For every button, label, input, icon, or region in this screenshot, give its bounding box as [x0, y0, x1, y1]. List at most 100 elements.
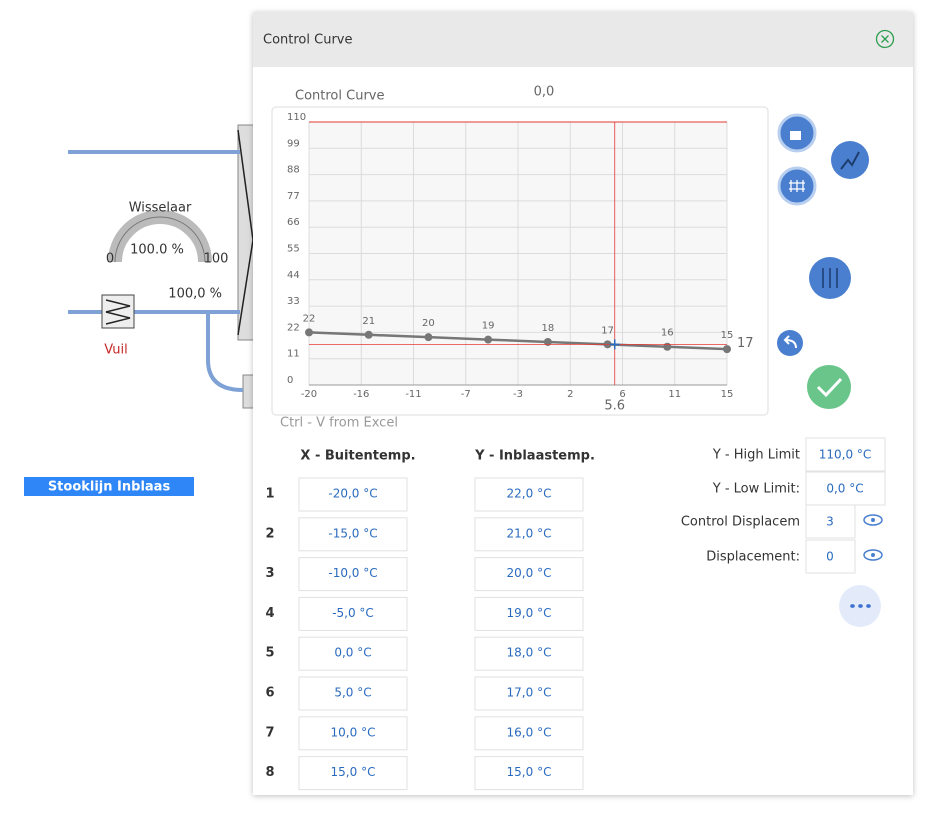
row-index: 2: [265, 526, 274, 541]
eye-icon[interactable]: [863, 514, 883, 526]
data-point[interactable]: [364, 330, 373, 339]
cell-value[interactable]: -20,0 °C: [328, 487, 377, 501]
row-index: 5: [265, 646, 274, 661]
setting-input[interactable]: [805, 504, 856, 539]
process-diagram: Wisselaar 100.0 % 0 100 100,0 % Vuil Sto…: [24, 124, 259, 496]
point-label: 21: [362, 316, 375, 327]
cell-input[interactable]: [474, 596, 584, 631]
cell-input[interactable]: [474, 676, 584, 711]
point-label: 15: [721, 330, 734, 341]
cell-value[interactable]: 22,0 °C: [507, 487, 552, 501]
button-label[interactable]: Stooklijn Inblaas: [48, 480, 171, 495]
cell-value[interactable]: 20,0 °C: [507, 566, 552, 580]
setting-value[interactable]: 0: [826, 550, 834, 564]
setting-value[interactable]: 3: [826, 515, 834, 529]
dialog-title: Control Curve: [263, 33, 352, 48]
undo-icon[interactable]: [783, 335, 797, 349]
cell-value[interactable]: 19,0 °C: [507, 606, 552, 620]
point-label: 22: [303, 313, 316, 324]
cell-input[interactable]: [298, 557, 408, 592]
setting-input[interactable]: [805, 437, 886, 472]
cell-input[interactable]: [298, 517, 408, 552]
cell-value[interactable]: 18,0 °C: [507, 646, 552, 660]
cell-input[interactable]: [298, 477, 408, 512]
cell-value[interactable]: 17,0 °C: [507, 686, 552, 700]
undo-button[interactable]: [777, 330, 803, 356]
x-tick-label: 2: [567, 389, 573, 400]
cell-value[interactable]: 5,0 °C: [334, 686, 371, 700]
cell-value[interactable]: -15,0 °C: [328, 526, 377, 540]
cell-input[interactable]: [474, 477, 584, 512]
data-point[interactable]: [305, 328, 313, 337]
cell-input[interactable]: [474, 557, 584, 592]
cell-input[interactable]: [298, 676, 408, 711]
cell-value[interactable]: 16,0 °C: [507, 725, 552, 739]
y-tick-label: 99: [287, 138, 300, 149]
setting-input[interactable]: [805, 471, 886, 506]
draw-icon[interactable]: [840, 151, 860, 170]
x-tick-label: 15: [721, 389, 734, 400]
setting-value[interactable]: 0,0 °C: [826, 482, 863, 496]
x-tick-label: -7: [461, 389, 471, 400]
y-tick-label: 33: [287, 296, 300, 307]
y-tick-label: 0: [287, 375, 293, 386]
data-point[interactable]: [543, 337, 552, 346]
apply-icon[interactable]: [816, 377, 843, 398]
draw-button[interactable]: [831, 141, 869, 179]
eye-pupil[interactable]: [871, 518, 875, 522]
button[interactable]: [24, 477, 194, 496]
cell-input[interactable]: [298, 636, 408, 671]
setting-value[interactable]: 110,0 °C: [819, 448, 872, 462]
cell-input[interactable]: [474, 716, 584, 751]
grid-icon[interactable]: [789, 180, 805, 192]
series-line: [308, 331, 728, 351]
setting-label: Displacement:: [706, 550, 800, 565]
column-header: X - Buitentemp.: [300, 449, 415, 464]
cell-value[interactable]: 21,0 °C: [507, 526, 552, 540]
data-point[interactable]: [484, 335, 493, 344]
settings-panel: Y - High Limit 110,0 °C Y - Low Limit: 0,0 …: [681, 437, 886, 574]
settings-icon[interactable]: [822, 268, 838, 288]
cell-input[interactable]: [474, 636, 584, 671]
row-index: 1: [265, 487, 274, 502]
x-tick-label: -20: [301, 389, 317, 400]
cell-value[interactable]: -10,0 °C: [328, 566, 377, 580]
apply-button[interactable]: [807, 365, 851, 409]
cell-input[interactable]: [298, 756, 408, 791]
gauge-value: 100.0 %: [130, 243, 184, 258]
cursor-y-label: 17: [737, 336, 754, 351]
data-point[interactable]: [723, 345, 731, 354]
eye-pupil[interactable]: [871, 553, 875, 557]
cell-input[interactable]: [474, 756, 584, 791]
setting-label: Y - Low Limit:: [712, 482, 800, 497]
eye-icon[interactable]: [863, 549, 883, 561]
y-tick-label: 77: [287, 191, 300, 202]
filter-zigzag: [105, 299, 131, 325]
row-index: 3: [265, 566, 274, 581]
cell-value[interactable]: 0,0 °C: [334, 646, 371, 660]
row-index: 7: [265, 725, 274, 740]
paste-hint: Ctrl - V from Excel: [280, 416, 398, 431]
y-tick-label: 44: [287, 270, 300, 281]
cell-value[interactable]: 10,0 °C: [331, 725, 376, 739]
cell-input[interactable]: [474, 517, 584, 552]
setting-label: Control Displacem: [681, 515, 800, 530]
points-table: X - Buitentemp. Y - Inblaastemp. 1 -20,0 …: [265, 449, 595, 791]
cell-value[interactable]: 15,0 °C: [507, 765, 552, 779]
y-tick-label: 88: [287, 165, 300, 176]
data-point[interactable]: [424, 333, 433, 342]
cell-value[interactable]: 15,0 °C: [331, 765, 376, 779]
y-tick-label: 55: [287, 244, 300, 255]
x-tick-label: -16: [353, 389, 369, 400]
dialog: Control Curve Control Curve 0,0 Ctrl - V…: [253, 12, 913, 795]
lock-icon[interactable]: [790, 131, 801, 140]
y-tick-label: 22: [287, 322, 300, 333]
setting-input[interactable]: [805, 539, 856, 574]
cell-input[interactable]: [298, 716, 408, 751]
close-icon[interactable]: [881, 35, 889, 43]
close-button[interactable]: [875, 29, 895, 49]
cell-input[interactable]: [298, 596, 408, 631]
cell-value[interactable]: -5,0 °C: [332, 606, 374, 620]
point-label: 17: [601, 325, 614, 336]
data-point[interactable]: [663, 342, 672, 351]
